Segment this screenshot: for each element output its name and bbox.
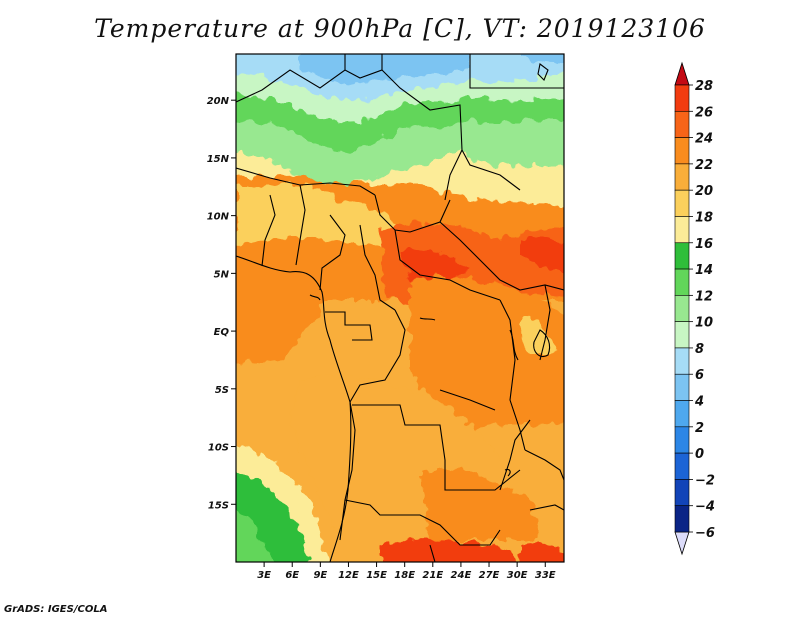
colorbar-swatch bbox=[674, 163, 690, 191]
y-tick-label: EQ bbox=[214, 327, 230, 338]
colorbar-label: 4 bbox=[694, 395, 704, 410]
colorbar-swatch bbox=[674, 321, 690, 349]
colorbar-swatch bbox=[674, 295, 690, 322]
colorbar-label: −2 bbox=[695, 473, 715, 488]
x-tick-label: 9E bbox=[313, 570, 327, 581]
colorbar-label: 8 bbox=[695, 342, 704, 357]
colorbar-swatch bbox=[674, 110, 690, 138]
plot-title: Temperature at 900hPa [C], VT: 201912310… bbox=[94, 14, 706, 43]
y-tick-label: 15S bbox=[208, 500, 229, 511]
y-tick-label: 15N bbox=[207, 154, 230, 165]
x-tick-label: 18E bbox=[394, 570, 415, 581]
colorbar-swatch bbox=[674, 216, 690, 244]
colorbar-label: 24 bbox=[695, 132, 713, 147]
colorbar-swatch bbox=[674, 400, 690, 428]
colorbar-swatch bbox=[674, 268, 690, 296]
colorbar-label: 28 bbox=[695, 79, 713, 94]
y-tick-label: 5S bbox=[215, 385, 229, 396]
x-tick-label: 30E bbox=[507, 570, 528, 581]
colorbar-label: 10 bbox=[695, 316, 713, 331]
grads-credit: GrADS: IGES/COLA bbox=[4, 604, 108, 615]
colorbar-swatch bbox=[674, 479, 690, 507]
colorbar-label: 14 bbox=[695, 263, 713, 278]
y-tick-label: 5N bbox=[214, 269, 230, 280]
temperature-field bbox=[236, 54, 564, 562]
colorbar-label: 22 bbox=[695, 158, 713, 173]
colorbar-label: 18 bbox=[695, 210, 713, 225]
x-tick-label: 3E bbox=[257, 570, 271, 581]
colorbar-swatch bbox=[674, 347, 690, 375]
colorbar-label: −6 bbox=[695, 526, 715, 541]
y-tick-label: 20N bbox=[207, 96, 230, 107]
colorbar-label: 12 bbox=[695, 289, 713, 304]
y-tick-label: 10S bbox=[208, 443, 229, 454]
colorbar-swatch bbox=[674, 452, 690, 480]
colorbar-label: −4 bbox=[695, 500, 715, 515]
axis-ticks: 3E 6E 9E 12E 15E 18E 21E 24E 27E 30E 33E 20N 15N 10N 5… bbox=[207, 96, 556, 581]
x-tick-label: 24E bbox=[451, 570, 472, 581]
colorbar-label: 2 bbox=[695, 421, 704, 436]
colorbar-swatch bbox=[674, 137, 690, 165]
colorbar-swatch bbox=[674, 84, 690, 112]
map-frame bbox=[235, 53, 565, 563]
x-tick-label: 6E bbox=[285, 570, 299, 581]
x-tick-label: 12E bbox=[338, 570, 359, 581]
x-tick-label: 15E bbox=[366, 570, 387, 581]
colorbar-max-arrow bbox=[674, 61, 690, 86]
colorbar-swatch bbox=[674, 505, 690, 533]
y-tick-label: 10N bbox=[207, 212, 230, 223]
x-tick-label: 21E bbox=[422, 570, 443, 581]
colorbar-swatch bbox=[674, 426, 690, 454]
x-tick-label: 27E bbox=[479, 570, 500, 581]
colorbar-label: 26 bbox=[695, 105, 713, 120]
colorbar-label: 20 bbox=[695, 184, 713, 199]
colorbar-min-arrow bbox=[674, 531, 690, 556]
colorbar-swatch bbox=[674, 189, 690, 217]
country-borders bbox=[236, 54, 564, 562]
colorbar-swatch bbox=[674, 242, 690, 270]
colorbar-label: 6 bbox=[695, 368, 704, 383]
colorbar-label: 0 bbox=[695, 447, 704, 462]
colorbar-swatch bbox=[674, 373, 690, 401]
coastline bbox=[236, 63, 551, 562]
x-tick-label: 33E bbox=[535, 570, 556, 581]
colorbar-label: 16 bbox=[695, 237, 713, 252]
